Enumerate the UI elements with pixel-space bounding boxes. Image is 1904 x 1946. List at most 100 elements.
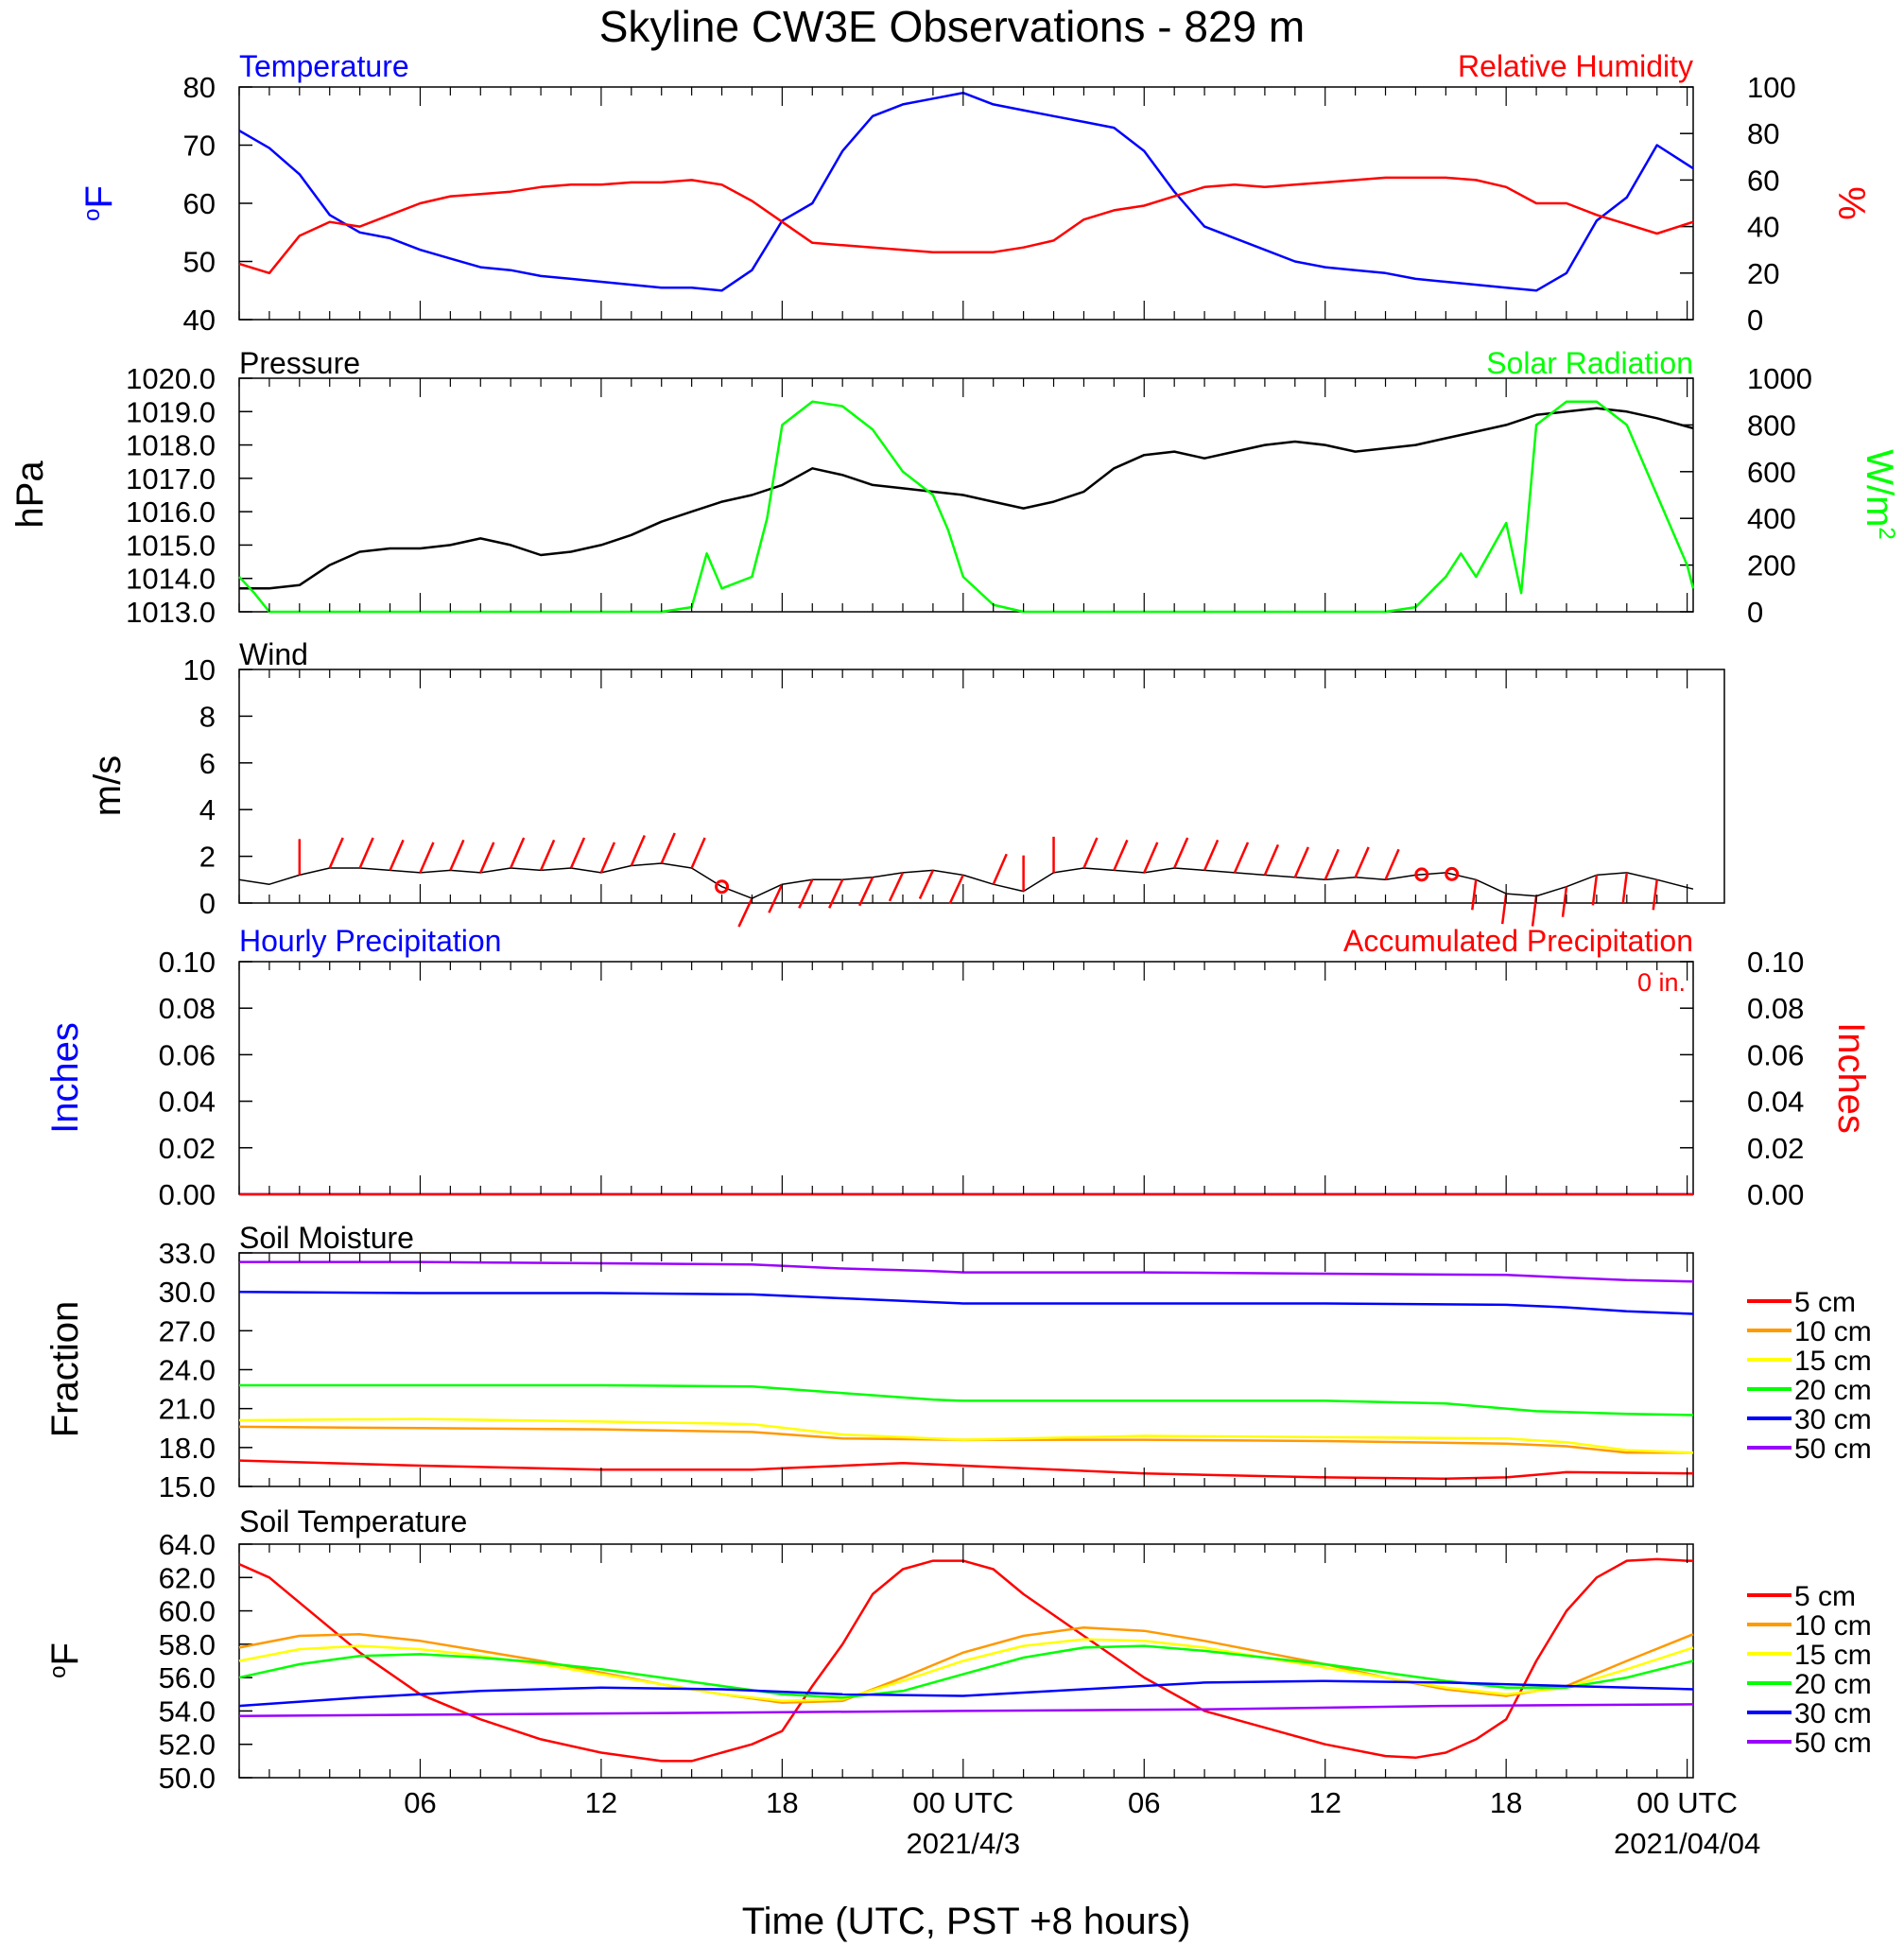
y-tick-label: 0.00 — [159, 1178, 216, 1211]
y-tick-label: 60 — [183, 187, 216, 220]
wind-barb — [1621, 872, 1629, 904]
y-tick-label: 0.02 — [1747, 1132, 1804, 1165]
legend-label: 30 cm — [1794, 1698, 1872, 1729]
y-tick-label: 64.0 — [159, 1528, 216, 1561]
wind-barb — [768, 883, 784, 913]
y-tick-label: 600 — [1747, 456, 1796, 489]
unit-text: W/m — [1859, 449, 1900, 527]
series-line-solar-radiation — [238, 400, 1695, 614]
plot-frame — [238, 1252, 1694, 1487]
y-tick-label: 6 — [199, 747, 216, 780]
series-line-20-cm — [238, 1644, 1694, 1699]
wind-barb — [992, 853, 1008, 885]
x-date-label: 2021/04/04 — [1614, 1827, 1760, 1860]
degree-sign: o — [45, 1666, 71, 1678]
x-tick-label: 18 — [1490, 1786, 1522, 1819]
y-tick-label: 80 — [183, 71, 216, 104]
y-tick-label: 1017.0 — [126, 462, 216, 495]
series-line-5-cm — [238, 1557, 1693, 1763]
y-tick-label: 50.0 — [159, 1762, 216, 1795]
y-tick-label: 70 — [183, 130, 216, 163]
wind-barb — [599, 842, 616, 874]
series-line-30-cm — [238, 1679, 1694, 1708]
y-tick-label: 54.0 — [159, 1694, 216, 1728]
panel-soil-moisture: Soil Moisture 33.0 30.0 27.0 24.0 21.0 18.0 15… — [44, 1221, 1872, 1503]
x-tick-label: 00 UTC — [912, 1786, 1013, 1819]
panel-pressure-solar: Pressure Solar Radiation 1020.01019.0101… — [9, 346, 1900, 629]
panel-right-title: Relative Humidity — [1458, 49, 1693, 83]
panel-soil-temperature: Soil Temperature 64.062.060.058.056.054.… — [44, 1504, 1872, 1795]
series-line-15-cm — [238, 1417, 1694, 1454]
x-axis-label: Time (UTC, PST +8 hours) — [742, 1901, 1191, 1942]
wind-barb — [569, 837, 586, 869]
legend-label: 5 cm — [1794, 1287, 1856, 1318]
y-tick-label: 60 — [1747, 164, 1779, 197]
y-tick-label: 10 — [183, 653, 216, 686]
wind-barb — [1354, 846, 1370, 878]
x-tick-label: 12 — [585, 1786, 617, 1819]
y-tick-label: 0.00 — [1747, 1178, 1804, 1211]
y-tick-label: 1020.0 — [126, 362, 216, 395]
wind-barb — [1471, 879, 1478, 911]
accumulated-total: 0 in. — [1637, 968, 1686, 997]
wind-barb — [1652, 879, 1658, 911]
plot-frame — [238, 377, 1694, 613]
y-tick-label: 400 — [1747, 502, 1796, 535]
wind-barb — [419, 842, 435, 874]
right-unit-label: Inches — [1830, 1022, 1872, 1134]
wind-barb — [1082, 837, 1099, 869]
y-tick-label: 0 — [1747, 304, 1763, 337]
wind-barb — [1561, 886, 1568, 917]
y-tick-label: 15.0 — [159, 1470, 216, 1503]
unit-superscript: 2 — [1875, 527, 1900, 539]
wind-barb — [328, 837, 344, 869]
left-axis-ticks: 1020.01019.01018.01017.01016.01015.01014… — [126, 362, 252, 629]
right-axis-ticks: 0.10 0.08 0.06 0.04 0.02 0.00 — [1680, 946, 1804, 1211]
panel-left-title: Pressure — [239, 346, 360, 380]
y-tick-label: 0.08 — [1747, 992, 1804, 1025]
wind-barb — [948, 874, 964, 904]
wind-barb — [539, 839, 556, 871]
wind-barb — [828, 878, 844, 909]
y-tick-label: 0 — [199, 887, 216, 920]
y-tick-label: 24.0 — [159, 1354, 216, 1387]
left-unit-label: Inches — [44, 1022, 86, 1134]
y-tick-label: 52.0 — [159, 1729, 216, 1762]
left-unit-label: m/s — [87, 756, 129, 816]
legend-label: 50 cm — [1794, 1433, 1872, 1465]
y-tick-label: 1019.0 — [126, 395, 216, 428]
legend-label: 10 cm — [1794, 1316, 1872, 1347]
legend-label: 15 cm — [1794, 1640, 1872, 1671]
y-tick-label: 1018.0 — [126, 429, 216, 462]
left-axis-ticks: 33.0 30.0 27.0 24.0 21.0 18.0 15.0 — [159, 1237, 252, 1503]
wind-barb — [630, 834, 646, 866]
series-line-10-cm — [238, 1425, 1693, 1454]
legend-label: 15 cm — [1794, 1346, 1872, 1377]
wind-barb — [1263, 843, 1280, 876]
y-tick-label: 1013.0 — [126, 596, 216, 629]
panel-left-title: Hourly Precipitation — [239, 924, 501, 958]
y-tick-label: 1014.0 — [126, 563, 216, 596]
wind-barb — [1173, 837, 1189, 869]
series-layer — [238, 91, 1694, 292]
right-axis-ticks: 100 80 60 40 20 0 — [1680, 71, 1796, 337]
y-tick-label: 0 — [1747, 596, 1763, 629]
series-line-15-cm — [238, 1638, 1694, 1703]
left-axis-ticks: 10 8 6 4 2 0 — [183, 653, 252, 920]
y-tick-label: 21.0 — [159, 1393, 216, 1426]
x-tick-label: 06 — [1128, 1786, 1160, 1819]
y-tick-label: 200 — [1747, 549, 1796, 582]
wind-barb — [888, 872, 905, 902]
unit-text: F — [78, 185, 120, 208]
y-tick-label: 62.0 — [159, 1561, 216, 1594]
calm-wind-marker — [715, 879, 730, 895]
y-tick-label: 2 — [199, 841, 216, 874]
y-tick-label: 4 — [199, 793, 216, 826]
y-tick-label: 1015.0 — [126, 529, 216, 562]
right-unit-label: % — [1830, 186, 1872, 220]
legend-label: 50 cm — [1794, 1728, 1872, 1759]
y-tick-label: 58.0 — [159, 1628, 216, 1661]
figure-title: Skyline CW3E Observations - 829 m — [599, 2, 1306, 51]
wind-barb — [510, 837, 526, 869]
